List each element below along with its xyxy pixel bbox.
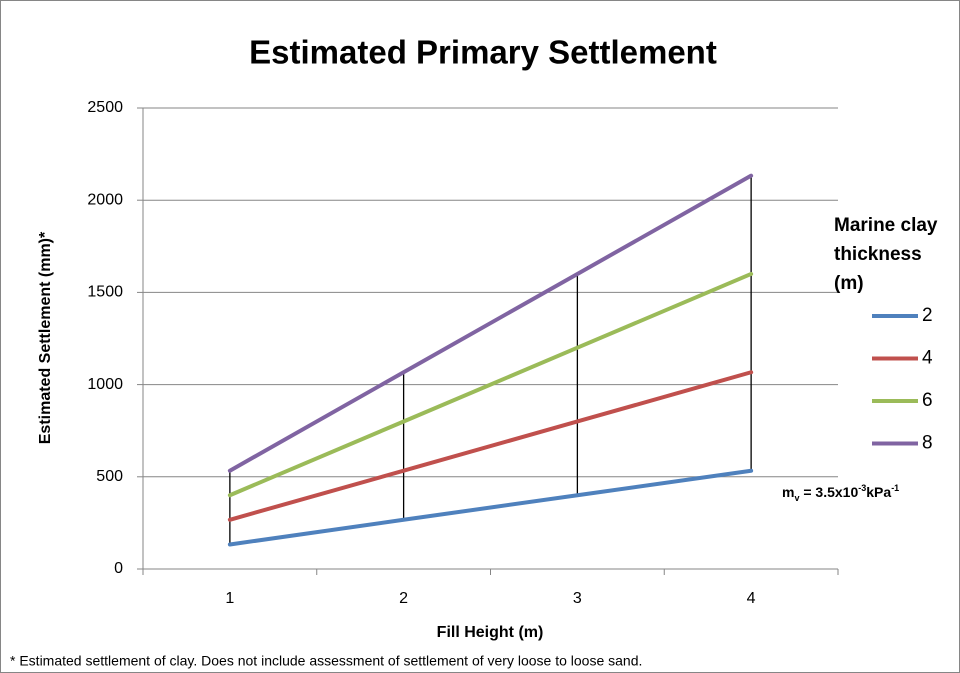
series-line bbox=[227, 370, 754, 522]
legend-label: 8 bbox=[922, 433, 933, 454]
annotation-part: -1 bbox=[891, 483, 899, 493]
annotation-part: -3 bbox=[858, 483, 866, 493]
annotation: mv = 3.5x10-3kPa-1 bbox=[782, 483, 899, 503]
x-tick-label: 3 bbox=[573, 590, 582, 607]
annotation-part: m bbox=[782, 484, 794, 500]
x-tick-label: 4 bbox=[747, 590, 756, 607]
annotation-part: v bbox=[794, 493, 799, 503]
legend-label: 2 bbox=[922, 305, 933, 326]
y-tick-label: 0 bbox=[114, 560, 123, 577]
y-tick-label: 500 bbox=[96, 468, 123, 485]
y-tick-label: 2500 bbox=[87, 99, 123, 116]
x-tick-label: 2 bbox=[399, 590, 408, 607]
series-line bbox=[227, 173, 754, 473]
series-line bbox=[227, 271, 754, 498]
legend-label: 6 bbox=[922, 390, 933, 411]
legend-title: Marine clay bbox=[834, 215, 938, 236]
x-axis-label: Fill Height (m) bbox=[437, 624, 544, 641]
y-tick-label: 1500 bbox=[87, 284, 123, 301]
annotation-part: = 3.5x10 bbox=[799, 484, 858, 500]
y-axis-label: Estimated Settlement (mm)* bbox=[37, 231, 54, 444]
y-tick-label: 1000 bbox=[87, 376, 123, 393]
chart-title: Estimated Primary Settlement bbox=[249, 34, 717, 71]
footnote: * Estimated settlement of clay. Does not… bbox=[10, 653, 642, 669]
series-line bbox=[227, 468, 754, 547]
legend-title: (m) bbox=[834, 273, 864, 294]
legend-title: thickness bbox=[834, 244, 922, 265]
x-tick-label: 1 bbox=[225, 590, 234, 607]
y-tick-label: 2000 bbox=[87, 191, 123, 208]
legend-label: 4 bbox=[922, 348, 933, 369]
annotation-part: kPa bbox=[866, 484, 891, 500]
